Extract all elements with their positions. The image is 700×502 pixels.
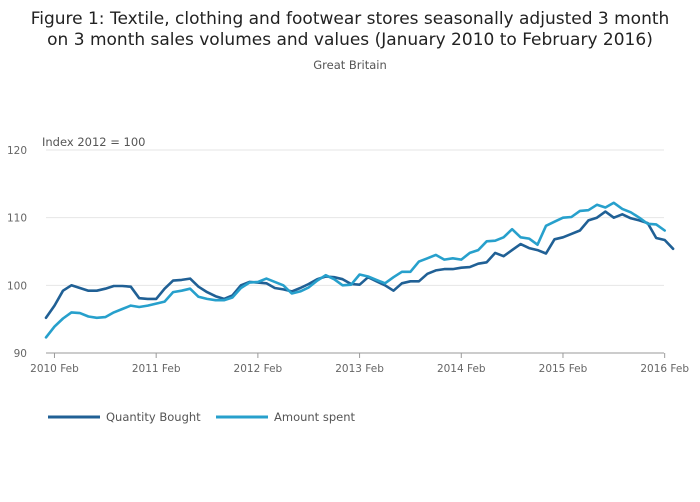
x-tick-label: 2014 Feb — [437, 363, 486, 375]
y-tick-label: 120 — [7, 145, 27, 157]
x-tick-label: 2010 Feb — [30, 363, 79, 375]
x-tick-label: 2011 Feb — [132, 363, 181, 375]
series-line-1 — [44, 210, 675, 320]
series-lines — [44, 201, 675, 339]
chart-subtitle: Great Britain — [313, 58, 387, 72]
x-tick-label: 2012 Feb — [234, 363, 283, 375]
y-tick-label: 100 — [7, 280, 27, 292]
y-axis-ticks: 90 100 110 120 — [7, 145, 27, 360]
x-axis-ticks: 2010 Feb 2011 Feb 2012 Feb 2013 Feb 2014 Feb… — [30, 353, 689, 375]
gridlines — [46, 149, 664, 354]
legend-label: Amount spent — [274, 410, 356, 424]
x-tick-label: 2016 Feb — [640, 363, 689, 375]
y-tick-label: 110 — [7, 213, 27, 225]
chart-title-line-2: on 3 month sales volumes and values (Jan… — [47, 30, 653, 50]
y-tick-label: 90 — [14, 348, 27, 360]
legend: Quantity Bought Amount spent — [48, 410, 356, 424]
chart-title-line-1: Figure 1: Textile, clothing and footwear… — [31, 9, 670, 29]
y-axis-label: Index 2012 = 100 — [42, 135, 145, 149]
x-tick-label: 2015 Feb — [539, 363, 588, 375]
series-line-2 — [44, 201, 667, 339]
x-tick-label: 2013 Feb — [335, 363, 384, 375]
legend-label: Quantity Bought — [106, 410, 201, 424]
